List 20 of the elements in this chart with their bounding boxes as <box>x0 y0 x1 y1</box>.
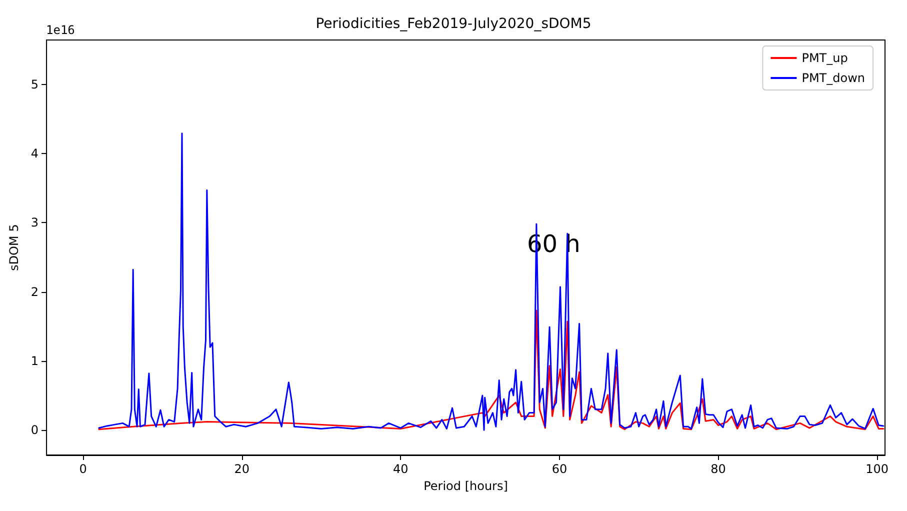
x-tick-label: 100 <box>866 462 889 476</box>
legend-label: PMT_down <box>802 71 866 85</box>
text: 1e16 <box>46 23 75 37</box>
y-axis-title: sDOM 5 <box>7 224 21 271</box>
chart-title: Periodicities_Feb2019-July2020_sDOM5 <box>316 16 592 32</box>
x-tick-label: 60 <box>552 462 568 476</box>
y-tick-label: 0 <box>30 423 39 438</box>
y-tick-label: 1 <box>30 354 39 368</box>
y-tick-label: 3 <box>30 216 39 230</box>
y-tick-label: 2 <box>30 284 39 299</box>
y-tick-label: 5 <box>30 77 39 92</box>
legend-label: PMT_up <box>802 51 848 65</box>
y-tick-label: 4 <box>30 146 39 160</box>
x-tick-label: 80 <box>710 462 726 476</box>
line-series <box>98 310 884 430</box>
line-series <box>98 132 884 431</box>
x-axis-title: Period [hours] <box>424 478 508 493</box>
x-tick-label: 40 <box>393 462 408 476</box>
x-tick-label: 20 <box>234 462 250 476</box>
x-tick-label: 0 <box>79 462 87 476</box>
